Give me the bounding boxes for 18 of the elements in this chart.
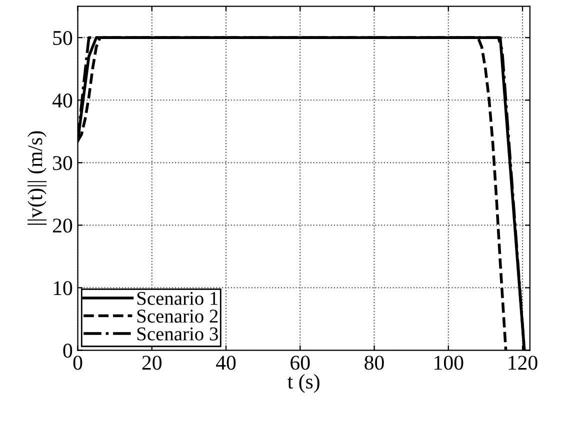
y-axis-title: ||v(t)|| (m/s) — [28, 131, 47, 225]
x-tick-label: 100 — [434, 356, 464, 370]
x-tick-label: 0 — [73, 356, 82, 370]
x-tick-label: 60 — [290, 356, 310, 370]
x-tick-label: 40 — [216, 356, 236, 370]
y-tick-label: 40 — [52, 94, 72, 108]
x-tick-label: 120 — [508, 356, 538, 370]
y-tick-label: 10 — [54, 281, 72, 296]
y-tick-label: 0 — [63, 344, 72, 358]
x-tick-label: 20 — [142, 356, 162, 370]
legend-label: Scenario 2 — [137, 310, 218, 323]
x-tick-label: 80 — [364, 356, 384, 370]
y-tick-label: 50 — [53, 30, 72, 46]
y-tick-label: 20 — [52, 218, 72, 233]
x-axis-title: t (s) — [288, 374, 320, 393]
y-tick-label: 30 — [53, 156, 72, 170]
legend-label: Scenario 3 — [137, 327, 218, 340]
legend-label: Scenario 1 — [137, 292, 218, 305]
